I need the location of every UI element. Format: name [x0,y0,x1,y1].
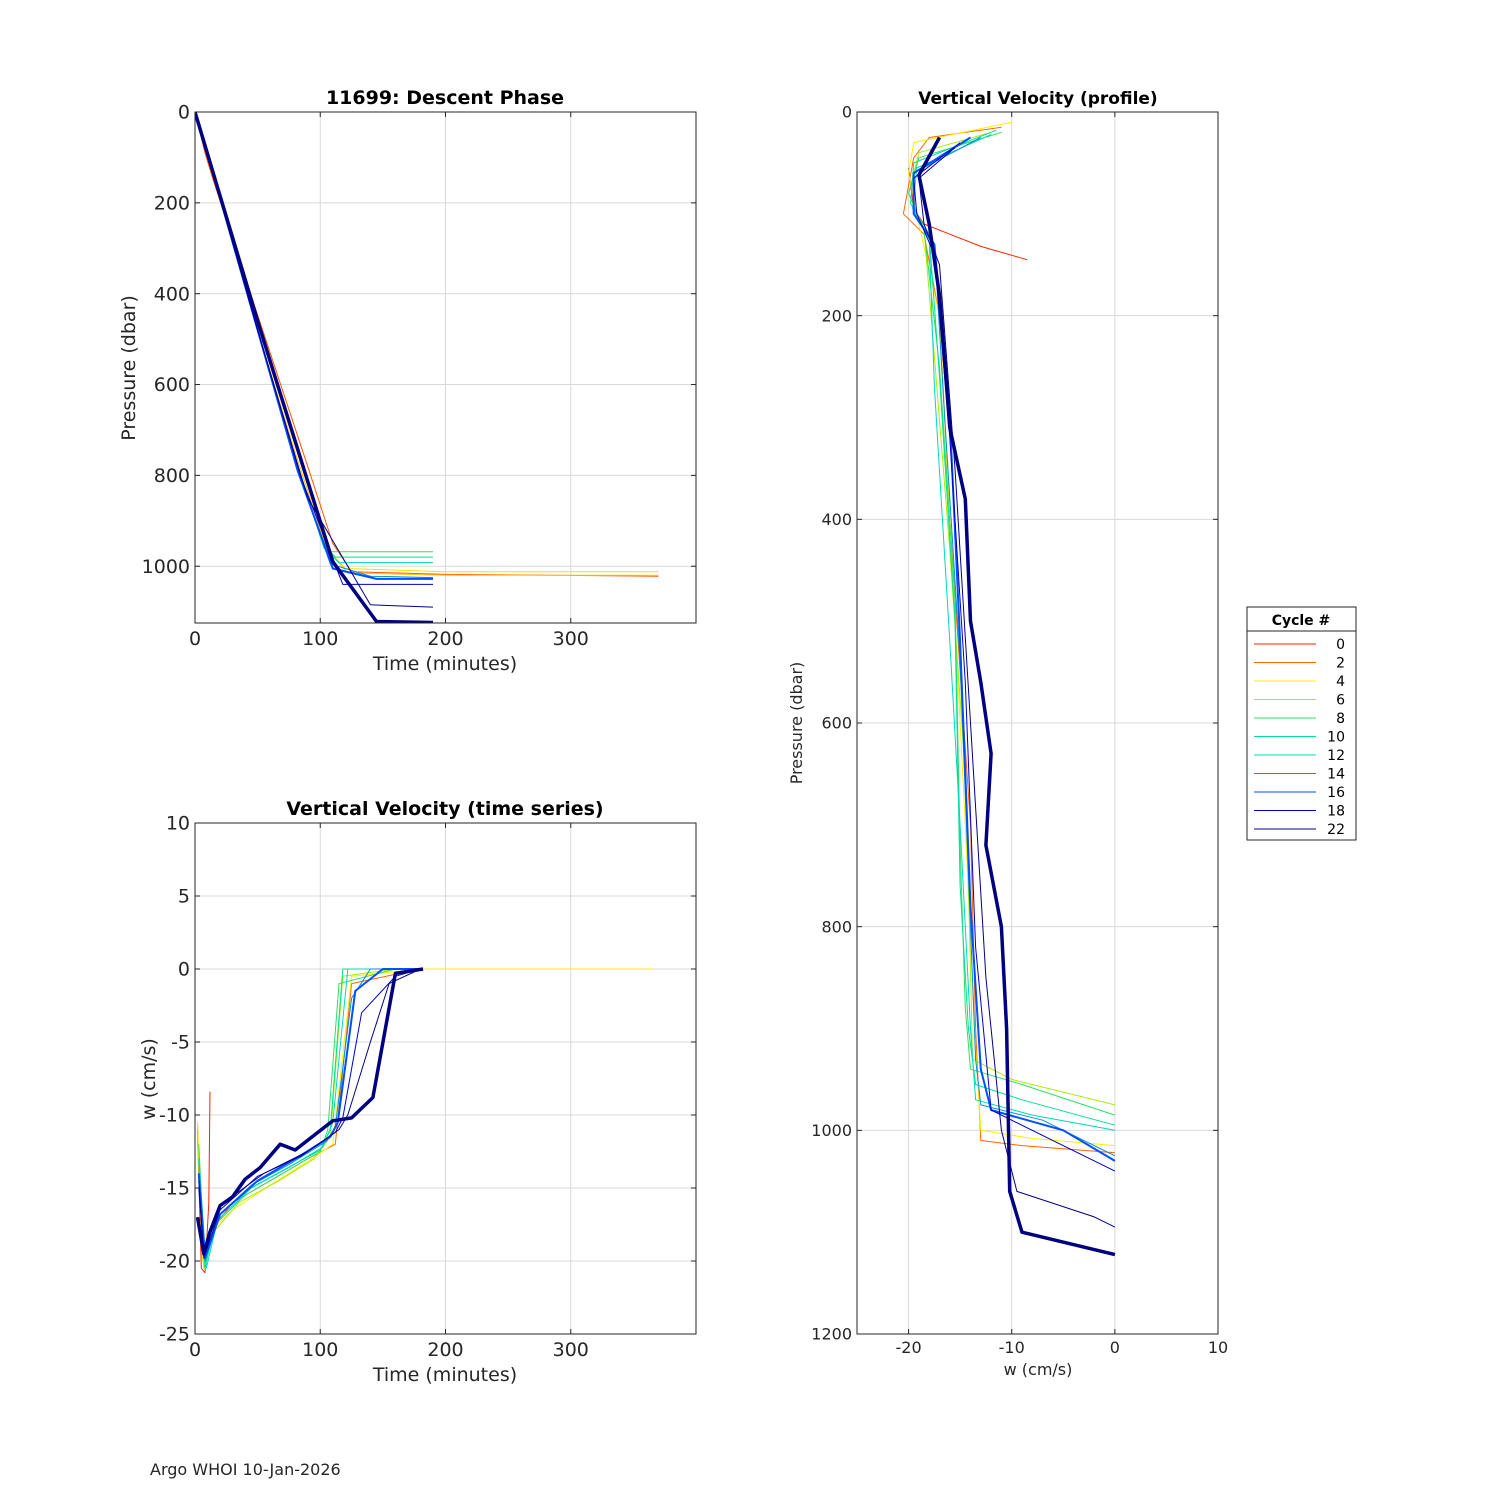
descent-phase-plot: 0 100 200 300 0 200 400 600 800 1000 [142,102,697,650]
descent-ytick-label: 200 [154,192,190,214]
velocity-time-xtick-label: 300 [553,1339,589,1361]
footer-credit: Argo WHOI 10-Jan-2026 [150,1460,341,1479]
legend-label-10: 10 [1327,730,1345,746]
legend-label-22: 22 [1327,822,1345,838]
velocity-time-ytick-label: -5 [171,1032,190,1054]
descent-ytick-label: 400 [154,283,190,305]
legend-label-14: 14 [1327,767,1345,783]
descent-series-2 [195,112,659,577]
velocity-time-series-22b [195,967,424,1256]
velocity-time-ylabel: w (cm/s) [138,1038,160,1120]
velocity-time-xtick-label: 200 [427,1339,463,1361]
descent-ytick-label: 600 [154,374,190,396]
velocity-profile-ytick-label: 200 [821,306,852,325]
descent-xtick-label: 300 [553,628,589,650]
velocity-time-xtick-label: 0 [189,1339,201,1361]
velocity-time-ytick-label: 0 [178,959,190,981]
descent-xtick-label: 100 [302,628,338,650]
velocity-profile-ytick-label: 400 [821,510,852,529]
legend-entries: 0 2 4 6 8 10 12 14 16 18 22 [1254,637,1345,838]
velocity-profile-series-18 [913,142,1116,1172]
velocity-profile-chart: Vertical Velocity (profile) -20 -10 0 10 0 20… [787,89,1228,1379]
legend-label-6: 6 [1336,693,1345,709]
descent-ytick-label: 0 [178,102,190,124]
velocity-profile-series-22 [918,147,1116,1228]
velocity-profile-xlabel: w (cm/s) [1004,1360,1073,1379]
velocity-time-ytick-label: -10 [159,1105,190,1127]
velocity-profile-xtick-label: 10 [1208,1338,1228,1357]
legend-label-0: 0 [1336,637,1345,653]
legend-label-8: 8 [1336,711,1345,727]
velocity-time-ytick-label: 5 [178,886,190,908]
legend-label-12: 12 [1327,748,1345,764]
descent-ytick-label: 1000 [142,556,190,578]
velocity-profile-series-22b [917,136,1116,1257]
velocity-time-title: Vertical Velocity (time series) [286,798,603,820]
legend-box [1246,606,1357,841]
descent-series-group [195,112,659,623]
velocity-time-series-12 [198,968,408,1269]
velocity-time-series-group [195,967,653,1274]
velocity-time-ytick-label: -20 [159,1251,190,1273]
velocity-profile-xtick-label: -20 [896,1338,922,1357]
descent-phase-chart: 11699: Descent Phase 0 100 200 300 0 200 400 60… [118,87,697,675]
legend: Cycle # 0 2 4 6 8 10 12 14 16 18 22 [1246,606,1357,841]
descent-xtick-label: 0 [189,628,201,650]
velocity-profile-ytick-label: 1200 [811,1325,852,1344]
legend-label-4: 4 [1336,674,1345,690]
descent-xtick-label: 200 [427,628,463,650]
velocity-time-ytick-label: -25 [159,1324,190,1346]
descent-ytick-label: 800 [154,465,190,487]
velocity-time-xtick-label: 100 [302,1339,338,1361]
descent-phase-ylabel: Pressure (dbar) [118,295,140,441]
velocity-time-ytick-label: -15 [159,1178,190,1200]
velocity-profile-ytick-label: 600 [821,714,852,733]
descent-phase-title: 11699: Descent Phase [326,87,564,109]
velocity-profile-ytick-label: 0 [842,103,852,122]
velocity-profile-series-group [902,121,1116,1257]
descent-series-22b [195,112,434,623]
velocity-time-xlabel: Time (minutes) [372,1364,517,1386]
legend-label-2: 2 [1336,656,1345,672]
velocity-profile-series-10 [910,129,1116,1126]
legend-title: Cycle # [1272,613,1331,629]
velocity-time-series-chart: Vertical Velocity (time series) 0 100 200 3… [138,798,697,1386]
descent-phase-xlabel: Time (minutes) [372,653,517,675]
velocity-time-plot: 0 100 200 300 10 5 0 -5 -10 -15 -20 -25 [159,813,697,1361]
velocity-profile-ytick-label: 800 [821,917,852,936]
velocity-profile-title: Vertical Velocity (profile) [918,89,1157,109]
legend-label-16: 16 [1327,785,1345,801]
velocity-profile-ylabel: Pressure (dbar) [787,662,806,785]
velocity-profile-ytick-label: 1000 [811,1121,852,1140]
legend-label-18: 18 [1327,804,1345,820]
velocity-profile-series-16 [912,136,1116,1162]
velocity-profile-xtick-label: 0 [1110,1338,1120,1357]
velocity-profile-xtick-label: -10 [999,1338,1025,1357]
velocity-time-ytick-label: 10 [166,813,190,835]
